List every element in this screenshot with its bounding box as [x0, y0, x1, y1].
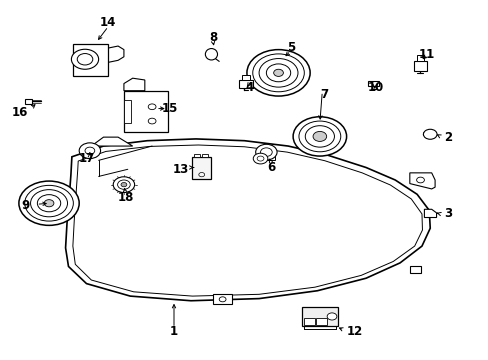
- Circle shape: [44, 200, 54, 207]
- Bar: [303, 318, 314, 325]
- Circle shape: [312, 131, 326, 141]
- Text: 18: 18: [117, 192, 133, 204]
- Bar: [413, 61, 427, 71]
- Circle shape: [273, 69, 283, 76]
- Polygon shape: [65, 139, 429, 301]
- Text: 16: 16: [12, 105, 28, 119]
- Text: 1: 1: [170, 325, 178, 338]
- Text: 12: 12: [346, 325, 362, 338]
- Text: 13: 13: [172, 163, 188, 176]
- Circle shape: [326, 313, 336, 320]
- Bar: [368, 81, 378, 86]
- Bar: [194, 154, 200, 157]
- Text: 6: 6: [266, 161, 275, 174]
- Circle shape: [292, 117, 346, 156]
- Bar: [192, 157, 210, 179]
- Text: 3: 3: [443, 207, 451, 220]
- Text: 5: 5: [286, 41, 294, 54]
- Polygon shape: [409, 173, 434, 189]
- Circle shape: [71, 49, 99, 69]
- Polygon shape: [424, 209, 436, 217]
- Text: 10: 10: [367, 81, 383, 94]
- Bar: [73, 44, 108, 76]
- Text: 9: 9: [21, 198, 30, 212]
- Text: 14: 14: [100, 16, 116, 29]
- Bar: [416, 55, 424, 61]
- Circle shape: [255, 144, 277, 160]
- Text: 7: 7: [320, 88, 328, 101]
- Text: 2: 2: [443, 131, 451, 144]
- Ellipse shape: [205, 49, 217, 60]
- Bar: [123, 91, 167, 132]
- Circle shape: [246, 50, 309, 96]
- Bar: [201, 154, 207, 157]
- Circle shape: [113, 177, 134, 193]
- Polygon shape: [409, 266, 420, 273]
- Text: 4: 4: [245, 81, 253, 94]
- Circle shape: [121, 183, 126, 187]
- Text: 17: 17: [78, 152, 94, 165]
- Circle shape: [253, 153, 267, 164]
- Bar: [123, 100, 131, 123]
- Bar: [241, 75, 250, 80]
- Bar: [264, 155, 274, 160]
- Text: 11: 11: [418, 49, 434, 62]
- Polygon shape: [91, 137, 132, 146]
- Circle shape: [423, 129, 436, 139]
- Bar: [238, 80, 253, 88]
- Circle shape: [19, 181, 79, 225]
- Bar: [212, 294, 232, 304]
- Bar: [316, 318, 326, 325]
- Polygon shape: [123, 78, 144, 91]
- Text: 8: 8: [208, 31, 217, 44]
- Text: 15: 15: [162, 102, 178, 115]
- Bar: [301, 307, 338, 327]
- Circle shape: [79, 143, 101, 158]
- Bar: [25, 99, 31, 104]
